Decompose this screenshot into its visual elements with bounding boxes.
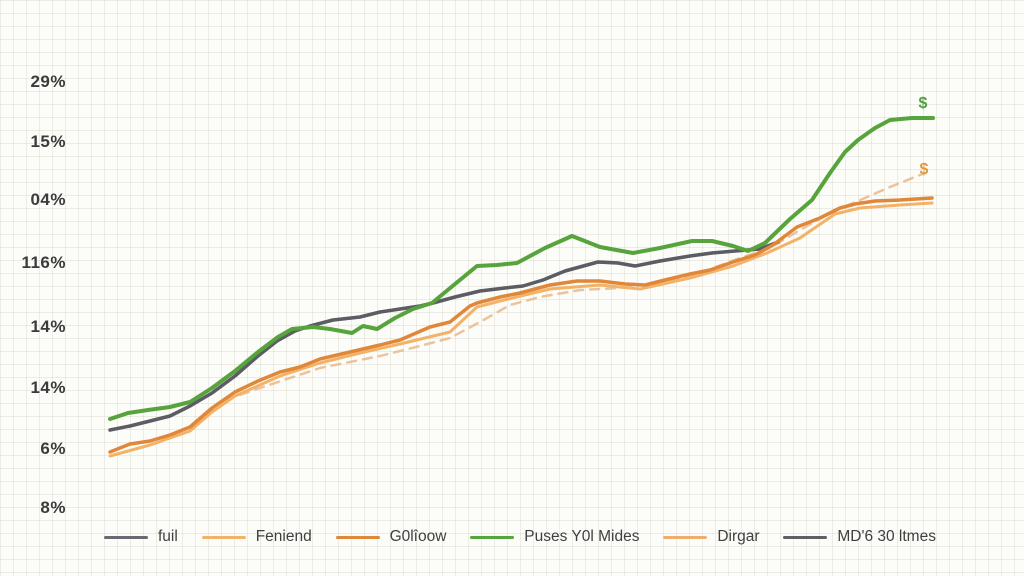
legend-swatch-line [470, 535, 515, 539]
y-axis-label: 116% [21, 253, 66, 272]
legend-swatch-line [201, 535, 246, 539]
legend-item-md-6-30-ltmes: MD'6 30 ltmes [783, 528, 936, 546]
legend-label: Feniend [255, 528, 312, 545]
chart-legend: fuil Feniend G0lîoow Puses Y0l Mides Dirgar M… [104, 528, 936, 546]
y-axis-label: 6% [40, 439, 66, 458]
series-line-dirgar [223, 171, 927, 402]
y-axis-label: 14% [30, 317, 66, 336]
dollar-marker: $ [918, 95, 928, 112]
legend-label: G0lîoow [389, 528, 447, 545]
series-line-fuil [108, 240, 780, 432]
series-line-puses-y0l-mides [108, 116, 935, 421]
series-line-g0l-oow [108, 196, 934, 454]
legend-label: MD'6 30 ltmes [837, 528, 936, 545]
legend-item-dirgar: Dirgar [663, 528, 760, 546]
y-axis-label: 14% [30, 378, 66, 397]
legend-label: Dirgar [717, 528, 760, 545]
legend-swatch-line [783, 535, 828, 539]
legend-swatch-line [663, 535, 708, 539]
y-axis-label: 04% [30, 190, 66, 209]
y-axis-label: 8% [40, 498, 66, 517]
legend-swatch-line [335, 535, 380, 539]
dollar-marker: $ [919, 161, 929, 178]
legend-label: Puses Y0l Mides [524, 528, 640, 545]
legend-item-feniend: Feniend [201, 528, 312, 546]
legend-item-fuil: fuil [104, 528, 178, 546]
legend-item-puses-y0l-mides: Puses Y0l Mides [470, 528, 639, 546]
y-axis-label: 29% [30, 72, 66, 91]
legend-item-g0l-oow: G0lîoow [335, 528, 447, 546]
series-line-feniend [108, 201, 934, 458]
y-axis-label: 15% [30, 132, 66, 151]
legend-label: fuil [158, 528, 178, 545]
series-line-md-6-30-ltmes [108, 240, 780, 432]
legend-swatch-line [104, 535, 148, 539]
